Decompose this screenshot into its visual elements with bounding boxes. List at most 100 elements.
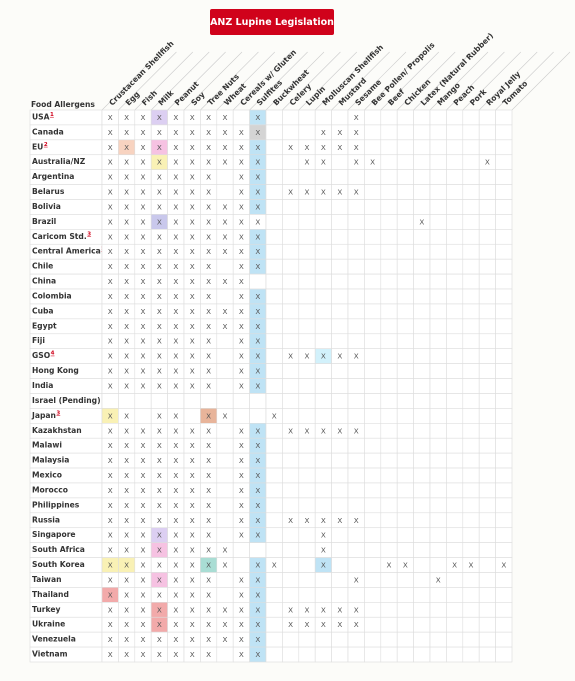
- cell: [364, 602, 382, 618]
- row-label: Singapore: [32, 530, 76, 539]
- cell-mark: X: [223, 113, 228, 122]
- cell-mark: X: [157, 516, 162, 525]
- cell-mark: X: [141, 247, 146, 256]
- row-label: Philippines: [32, 500, 80, 509]
- cell-mark: X: [141, 471, 146, 480]
- cell: [478, 273, 496, 290]
- cell: [462, 393, 480, 409]
- cell: [495, 243, 513, 260]
- cell-mark: X: [157, 367, 162, 376]
- cell-mark: X: [157, 307, 162, 316]
- cell: [396, 616, 414, 633]
- cell: [462, 273, 480, 290]
- cell: [462, 154, 480, 170]
- cell-mark: X: [239, 441, 244, 450]
- cell: [380, 646, 398, 663]
- cell-mark: X: [190, 217, 195, 226]
- cell-mark: X: [321, 128, 326, 137]
- cell: [298, 408, 316, 424]
- cell: [413, 646, 431, 663]
- row-label: Taiwan: [32, 575, 61, 584]
- cell: [282, 572, 300, 588]
- cell: [232, 109, 250, 126]
- cell: [462, 184, 480, 200]
- cell: [347, 288, 365, 305]
- cell: [495, 572, 513, 588]
- cell-mark: X: [173, 352, 178, 361]
- cell-mark: X: [173, 590, 178, 599]
- cell-mark: X: [157, 441, 162, 450]
- cell-mark: X: [141, 605, 146, 614]
- cell: [216, 288, 234, 305]
- cell: [396, 109, 414, 126]
- cell: [380, 512, 398, 529]
- cell: [347, 199, 365, 215]
- button-label[interactable]: ANZ Lupine Legislation: [210, 17, 334, 28]
- cell-mark: X: [354, 113, 359, 122]
- cell: [298, 497, 316, 514]
- cell-mark: X: [206, 292, 211, 301]
- cell: [298, 258, 316, 275]
- cell: [347, 542, 365, 558]
- cell: [462, 408, 480, 424]
- legislation-button[interactable]: [210, 9, 334, 35]
- cell-mark: X: [255, 262, 260, 271]
- cell: [364, 408, 382, 424]
- cell: [462, 512, 480, 529]
- cell: [216, 422, 234, 439]
- cell: [429, 169, 447, 185]
- cell-mark: X: [173, 217, 178, 226]
- cell-mark: X: [272, 411, 277, 420]
- header-divider: [478, 51, 538, 111]
- cell: [462, 333, 480, 350]
- cell: [282, 288, 300, 305]
- cell-mark: X: [288, 620, 293, 629]
- cell-mark: X: [108, 471, 113, 480]
- cell: [446, 497, 464, 514]
- cell-mark: X: [157, 322, 162, 331]
- cell-mark: X: [108, 337, 113, 346]
- cell: [331, 542, 349, 558]
- cell-mark: X: [173, 546, 178, 555]
- cell-mark: X: [206, 188, 211, 197]
- cell: [429, 482, 447, 499]
- cell-mark: X: [223, 277, 228, 286]
- cell-mark: X: [239, 143, 244, 152]
- cell: [495, 542, 513, 558]
- cell-mark: X: [239, 277, 244, 286]
- cell: [282, 408, 300, 424]
- cell: [265, 258, 283, 275]
- cell-mark: X: [190, 426, 195, 435]
- cell: [265, 512, 283, 529]
- cell: [478, 587, 496, 603]
- cell-mark: X: [141, 382, 146, 391]
- cell: [495, 512, 513, 529]
- cell: [413, 169, 431, 185]
- cell: [331, 572, 349, 588]
- footnote-ref: 3: [56, 410, 60, 416]
- cell: [265, 467, 283, 484]
- cell-mark: X: [321, 143, 326, 152]
- cell-mark: X: [141, 575, 146, 584]
- cell: [478, 184, 496, 200]
- cell-mark: X: [239, 575, 244, 584]
- cell: [495, 288, 513, 305]
- cell-mark: X: [354, 575, 359, 584]
- cell: [216, 363, 234, 379]
- cell: [364, 303, 382, 320]
- cell: [462, 572, 480, 588]
- cell-mark: X: [190, 456, 195, 465]
- cell: [347, 363, 365, 379]
- cell-mark: X: [239, 531, 244, 540]
- cell-mark: X: [157, 292, 162, 301]
- cell: [380, 393, 398, 409]
- cell: [282, 363, 300, 379]
- cell: [314, 646, 332, 663]
- footnote-ref: 1: [50, 112, 54, 118]
- cell: [478, 393, 496, 409]
- cell-mark: X: [255, 143, 260, 152]
- cell-mark: X: [354, 426, 359, 435]
- cell: [429, 139, 447, 156]
- cell: [429, 184, 447, 200]
